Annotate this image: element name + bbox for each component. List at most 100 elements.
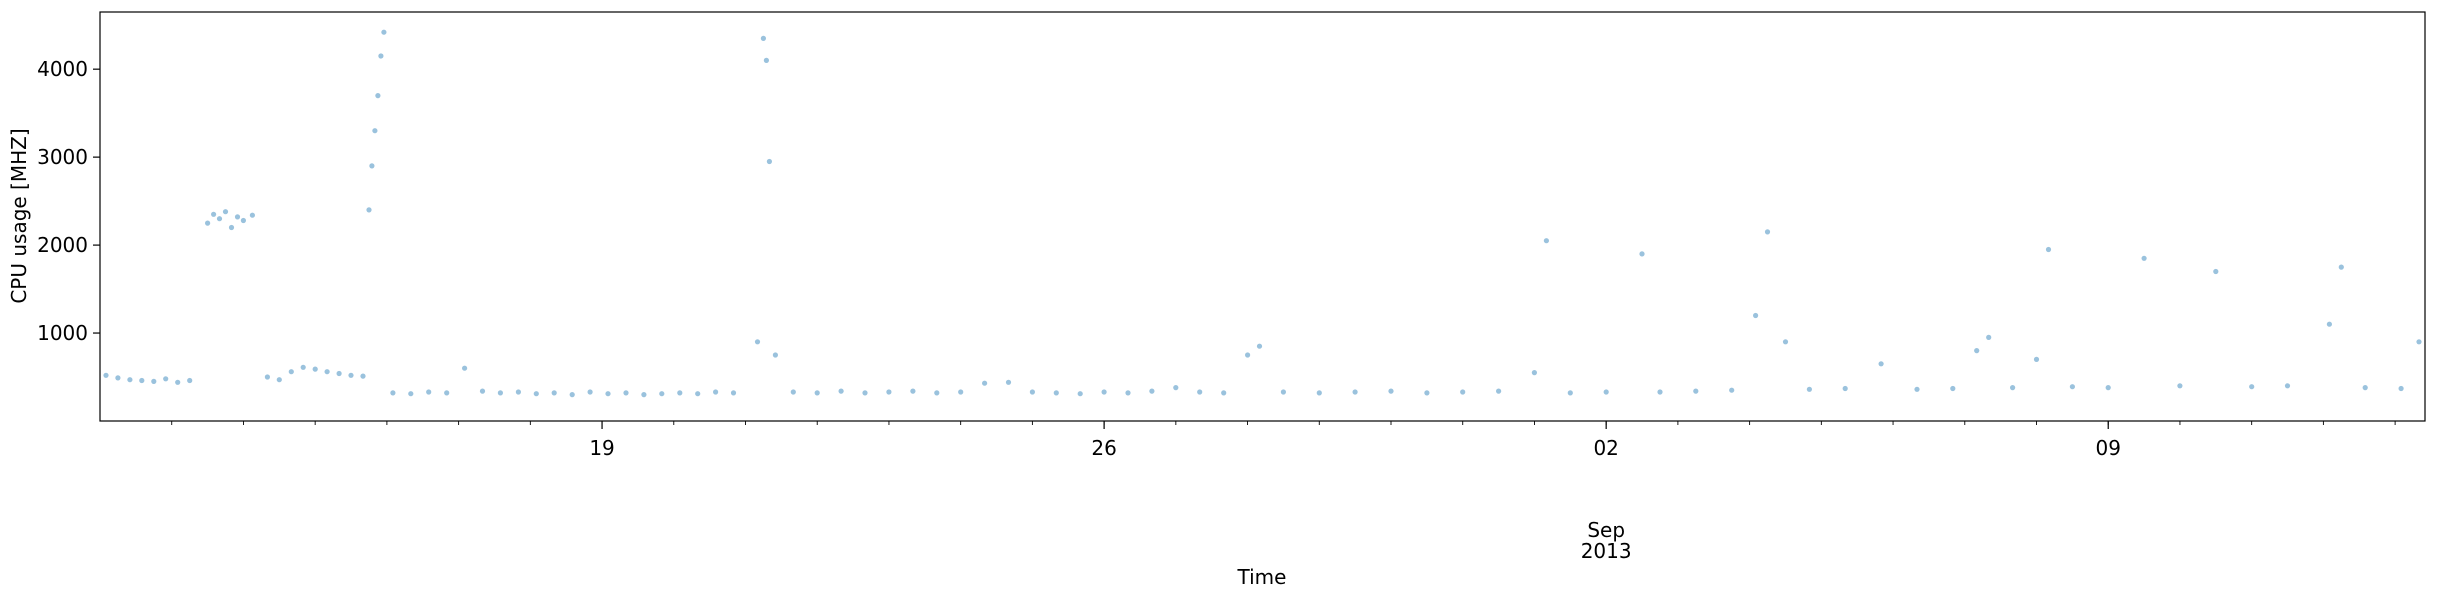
- data-point: [587, 389, 593, 395]
- data-point: [103, 372, 109, 378]
- data-point: [1639, 251, 1645, 257]
- data-point: [205, 220, 211, 226]
- data-point: [2105, 385, 2111, 391]
- data-point: [462, 365, 468, 371]
- data-point: [1460, 389, 1466, 395]
- data-point: [1974, 348, 1980, 354]
- data-point: [1782, 339, 1789, 345]
- data-point: [2141, 255, 2147, 261]
- data-point: [766, 158, 773, 165]
- data-point: [187, 377, 193, 384]
- data-point: [1543, 238, 1549, 244]
- data-point: [1053, 390, 1059, 396]
- data-point: [533, 391, 539, 397]
- data-point: [790, 389, 796, 395]
- data-point: [211, 211, 217, 217]
- data-point: [324, 369, 330, 375]
- data-point: [814, 390, 820, 396]
- x-tick-label: 26: [1091, 436, 1116, 460]
- y-tick-label: 1000: [37, 321, 88, 345]
- data-point: [1149, 388, 1155, 394]
- data-point: [378, 53, 384, 59]
- data-point: [1603, 389, 1609, 395]
- data-point: [381, 29, 387, 35]
- y-tick-label: 2000: [37, 233, 88, 257]
- x-axis-label: Time: [1237, 565, 1287, 589]
- data-point: [115, 375, 121, 381]
- data-point: [754, 339, 761, 345]
- data-point: [1693, 388, 1699, 394]
- data-point: [336, 370, 342, 377]
- data-point: [2177, 383, 2183, 389]
- x-tick-label: 02: [1593, 436, 1618, 460]
- x-tick-label: 19: [589, 436, 614, 460]
- data-point: [1221, 390, 1227, 396]
- data-point: [175, 379, 181, 385]
- data-point: [695, 391, 701, 397]
- data-point: [2010, 385, 2016, 391]
- data-point: [1914, 386, 1920, 392]
- data-point: [958, 389, 964, 395]
- data-point: [300, 364, 306, 370]
- data-point: [763, 57, 770, 64]
- data-point: [1531, 370, 1537, 376]
- data-point: [677, 390, 683, 396]
- data-point: [1280, 389, 1286, 395]
- data-point: [390, 390, 396, 396]
- x-axis-month-label: Sep: [1587, 518, 1625, 542]
- x-axis-year-label: 2013: [1581, 539, 1632, 563]
- data-point: [1764, 229, 1771, 235]
- data-point: [641, 392, 647, 398]
- data-point: [1729, 387, 1735, 393]
- data-point: [1842, 385, 1848, 392]
- data-point: [1125, 390, 1131, 396]
- data-point: [1657, 389, 1663, 395]
- data-point: [1424, 390, 1430, 396]
- data-point: [1806, 386, 1812, 392]
- data-point: [234, 214, 241, 220]
- data-point: [479, 388, 486, 394]
- data-point: [2033, 356, 2040, 362]
- data-point: [1496, 388, 1502, 394]
- data-point: [605, 391, 611, 397]
- data-point: [1029, 389, 1035, 395]
- data-point: [1753, 312, 1759, 319]
- data-point: [216, 216, 223, 222]
- data-point: [1173, 385, 1179, 391]
- data-point: [2213, 268, 2219, 275]
- data-point: [2416, 339, 2422, 345]
- data-point: [1101, 389, 1107, 395]
- data-point: [982, 380, 988, 386]
- data-point: [240, 217, 246, 224]
- data-point: [497, 390, 503, 396]
- data-point: [228, 224, 235, 231]
- data-point: [1197, 389, 1203, 395]
- data-point: [2045, 246, 2052, 253]
- data-point: [276, 377, 282, 383]
- data-point: [862, 390, 868, 396]
- data-point: [1986, 334, 1992, 340]
- data-point: [1005, 379, 1012, 385]
- data-point: [551, 390, 557, 396]
- data-point: [1950, 385, 1956, 392]
- data-point: [2362, 385, 2368, 391]
- data-point: [372, 128, 378, 134]
- data-point: [713, 389, 719, 395]
- data-point: [569, 392, 575, 398]
- data-point: [2338, 264, 2344, 270]
- data-point: [2398, 385, 2404, 392]
- data-point: [659, 391, 665, 397]
- y-tick-label: 4000: [37, 57, 88, 81]
- data-point: [288, 369, 294, 375]
- data-point: [444, 390, 450, 396]
- data-point: [1256, 343, 1263, 349]
- data-point: [127, 377, 133, 383]
- data-point: [360, 373, 366, 379]
- data-point: [369, 163, 375, 169]
- data-point: [886, 389, 892, 395]
- data-point: [1316, 390, 1322, 396]
- data-point: [408, 391, 414, 397]
- data-point: [1077, 391, 1083, 397]
- data-point: [1567, 390, 1573, 396]
